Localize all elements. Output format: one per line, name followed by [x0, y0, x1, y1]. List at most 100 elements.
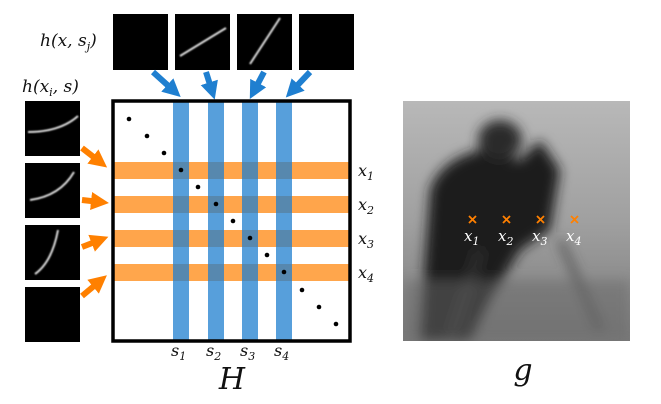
shape — [502, 215, 511, 224]
shape — [111, 99, 352, 343]
shape — [178, 167, 184, 173]
shape: x4 — [566, 227, 581, 248]
shape — [126, 116, 132, 122]
label-part: h(x — [22, 77, 50, 97]
shape — [113, 264, 350, 281]
col-labels: s1 s2 s3 s4 — [171, 341, 289, 363]
label-part: x — [498, 227, 507, 245]
shape — [536, 215, 545, 224]
shape — [113, 196, 350, 213]
shape — [468, 215, 477, 224]
shape — [25, 225, 80, 280]
shape: x1 — [464, 227, 479, 248]
shape — [249, 70, 267, 99]
label-part: 4 — [366, 272, 374, 285]
blue-arrows — [150, 69, 313, 100]
label-part: s — [206, 341, 214, 360]
shape: s3 — [240, 341, 255, 363]
shape — [173, 101, 292, 341]
label-part: 2 — [366, 204, 374, 217]
label-part: i — [49, 86, 53, 99]
shape: x3 — [358, 229, 374, 251]
shape — [195, 184, 201, 190]
label-part: , s) — [53, 77, 79, 97]
label-part: x — [358, 229, 367, 248]
label-part: x — [358, 195, 367, 214]
label-part: x — [566, 227, 575, 245]
shape — [249, 17, 281, 65]
label-part: j — [84, 40, 91, 53]
shape — [333, 321, 339, 327]
shape — [81, 192, 109, 210]
shape — [478, 120, 522, 160]
label-part: 1 — [472, 235, 479, 248]
shape — [299, 287, 305, 293]
shape — [173, 101, 189, 341]
row-labels: x1 x2 x3 x4 — [358, 161, 374, 285]
label-part: 2 — [505, 235, 513, 248]
shape — [80, 145, 108, 168]
shape — [264, 252, 270, 258]
top-label: h(x, sj) — [40, 31, 97, 53]
shape — [299, 14, 354, 70]
label-part: 1 — [367, 170, 374, 183]
shape — [316, 304, 322, 310]
orange-arrows — [80, 145, 109, 299]
label-part: 3 — [367, 238, 374, 251]
shape — [25, 287, 80, 342]
label-part: x — [464, 227, 473, 245]
label-part: s — [240, 341, 248, 360]
shape: s2 — [206, 341, 221, 363]
shape — [570, 215, 579, 224]
label-part: x — [532, 227, 541, 245]
shape — [113, 162, 350, 179]
shape — [208, 101, 224, 341]
label-part: x — [358, 263, 367, 282]
shape: x3 — [532, 227, 547, 248]
image-point-labels: x1 x2 x3 x4 — [464, 227, 581, 248]
shape — [276, 101, 292, 341]
image-markers — [468, 215, 579, 224]
label-part: h(x, s — [40, 31, 87, 51]
shape — [25, 163, 80, 218]
shape — [80, 234, 109, 252]
matrix-label: H — [218, 362, 246, 397]
shape — [27, 115, 79, 133]
shape — [242, 101, 258, 341]
shape — [200, 71, 218, 100]
shape — [213, 201, 219, 207]
label-part: 4 — [573, 235, 581, 248]
shape — [126, 116, 339, 327]
left-label: h(xi, s) — [22, 77, 79, 99]
shape: s1 — [171, 341, 186, 363]
shape: x1 — [358, 161, 374, 183]
shape — [281, 269, 287, 275]
shape: s4 — [274, 341, 289, 363]
shape — [230, 218, 236, 224]
shape: x2 — [498, 227, 513, 248]
shape: x2 — [358, 195, 374, 217]
blurred-photo — [403, 101, 630, 341]
shape — [34, 229, 59, 275]
shape — [403, 280, 630, 341]
label-part: ) — [89, 31, 97, 51]
label-part: 3 — [248, 350, 255, 363]
shape — [403, 120, 630, 341]
label-part: s — [274, 341, 282, 360]
shape — [150, 69, 181, 98]
shape — [144, 133, 150, 139]
matrix — [111, 99, 352, 343]
image-label: g — [513, 353, 532, 388]
label-part: 3 — [540, 235, 547, 248]
label-part: 2 — [213, 350, 221, 363]
left-thumbnails — [25, 101, 80, 342]
shape — [29, 171, 75, 201]
shape — [80, 275, 107, 299]
label-part: s — [171, 341, 179, 360]
shape — [285, 69, 313, 98]
top-thumbnails — [113, 14, 354, 70]
label-part: x — [358, 161, 367, 180]
shape — [161, 150, 167, 156]
shape — [113, 230, 350, 247]
